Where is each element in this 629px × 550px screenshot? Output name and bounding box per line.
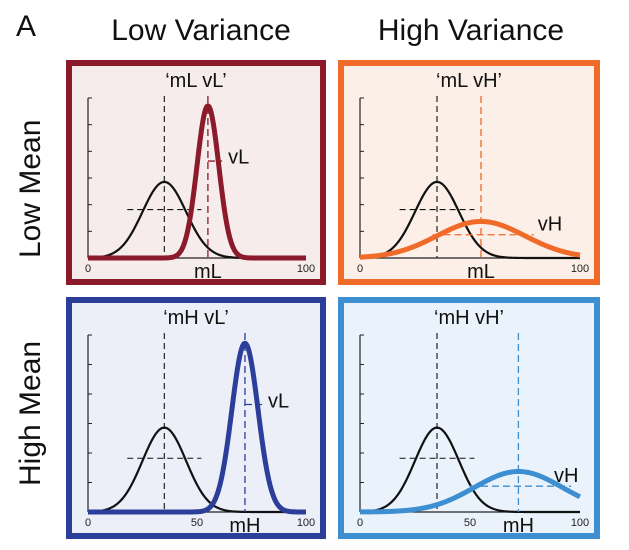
panel-title: ‘mL vL’ <box>165 70 227 92</box>
x-tick-label: 50 <box>464 517 476 529</box>
variance-label: vH <box>554 465 578 487</box>
comparison-curve <box>86 103 308 261</box>
distribution-plot: 0 100 mL vH <box>357 96 589 283</box>
distribution-plot: 0 100 mL vL <box>85 96 315 283</box>
panel-title: ‘mH vL’ <box>163 307 229 329</box>
panel-letter: A <box>16 10 37 43</box>
panel-mL-vL: ‘mL vL’ 0 100 mL vL <box>66 60 326 285</box>
baseline-curve <box>87 426 306 514</box>
mean-label: mH <box>503 515 534 537</box>
panel-mH-vH: ‘mH vH’ 0 50 100 mH vH <box>338 297 600 539</box>
panel-title: ‘mH vH’ <box>434 307 504 329</box>
x-tick-label: 0 <box>85 517 91 529</box>
x-tick-label: 100 <box>297 263 315 275</box>
comparison-curve <box>86 340 308 515</box>
baseline-curve <box>359 180 580 260</box>
x-tick-label: 100 <box>571 517 589 529</box>
column-title-high-variance: High Variance <box>377 14 565 47</box>
variance-label: vL <box>228 147 249 169</box>
distribution-plot: 0 50 100 mH vH <box>357 333 589 537</box>
variance-label: vH <box>538 214 562 236</box>
x-tick-label: 0 <box>357 263 363 275</box>
row-title-low-mean: Low Mean <box>14 119 47 258</box>
column-title-low-variance: Low Variance <box>111 14 291 47</box>
x-tick-label: 100 <box>297 517 315 529</box>
x-tick-label: 100 <box>571 263 589 275</box>
comparison-curve <box>358 468 582 515</box>
mean-label: mL <box>467 261 495 283</box>
x-tick-label: 0 <box>85 263 91 275</box>
panel-mL-vH: ‘mL vH’ 0 100 mL vH <box>338 60 600 285</box>
distribution-plot: 0 50 100 mH vL <box>85 333 315 537</box>
x-tick-label: 50 <box>191 517 203 529</box>
mean-label: mH <box>229 515 260 537</box>
row-title-high-mean: High Mean <box>14 340 47 486</box>
panel-mH-vL: ‘mH vL’ 0 50 100 mH vL <box>66 297 326 539</box>
baseline-curve <box>87 180 306 260</box>
mean-label: mL <box>194 261 222 283</box>
baseline-curve <box>359 426 580 514</box>
comparison-curve <box>358 218 582 260</box>
panel-title: ‘mL vH’ <box>436 70 502 92</box>
x-tick-label: 0 <box>357 517 363 529</box>
variance-label: vL <box>268 390 289 412</box>
